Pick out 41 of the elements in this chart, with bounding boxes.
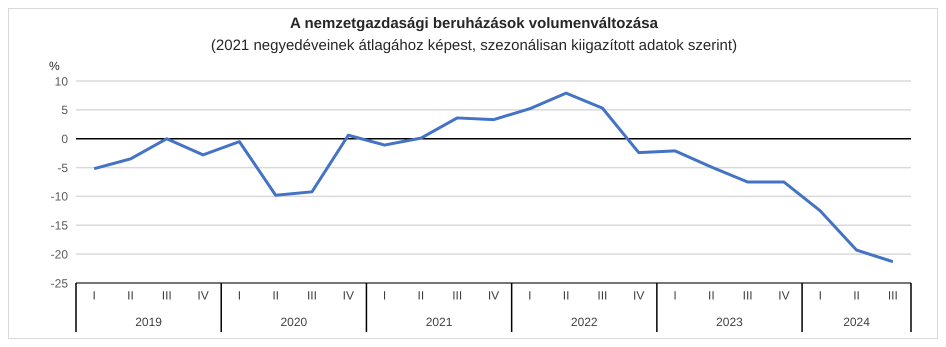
y-tick-label: 10 bbox=[54, 74, 68, 88]
x-tick-label: III bbox=[888, 288, 898, 303]
y-tick-label: -10 bbox=[50, 190, 68, 204]
text: 2024 bbox=[843, 315, 870, 329]
x-tick-label: II bbox=[418, 288, 424, 303]
x-tick-label: I bbox=[673, 288, 677, 303]
y-tick-label: -5 bbox=[57, 160, 68, 175]
x-tick-label: III bbox=[597, 288, 608, 303]
x-tick-label: I bbox=[382, 288, 386, 303]
text: 2023 bbox=[716, 315, 744, 329]
text: 2019 bbox=[135, 315, 162, 329]
x-tick-label: IV bbox=[488, 288, 500, 303]
x-tick-label: I bbox=[818, 288, 822, 303]
x-tick-label: IV bbox=[778, 288, 790, 303]
x-tick-label: III bbox=[452, 288, 462, 303]
y-tick-label: -15 bbox=[50, 218, 68, 233]
x-tick-label: II bbox=[708, 288, 715, 303]
y-axis-title: % bbox=[49, 59, 60, 73]
x-tick-label: I bbox=[238, 288, 242, 303]
text: 2022 bbox=[570, 315, 598, 329]
line-series bbox=[92, 92, 894, 264]
y-tick-label: 5 bbox=[61, 103, 68, 118]
y-tick-label: -20 bbox=[50, 247, 68, 262]
x-tick-label: IV bbox=[633, 288, 644, 303]
y-tick-label: 0 bbox=[61, 132, 68, 146]
x-tick-label: III bbox=[162, 288, 172, 303]
chart-subtitle: (2021 negyedéveinek átlagához képest, szezonálisan kiigazított adatok szerint) bbox=[210, 37, 738, 54]
y-tick-label: -25 bbox=[50, 276, 68, 290]
x-tick-label: II bbox=[272, 288, 280, 303]
x-tick-label: IV bbox=[342, 288, 354, 303]
x-tick-label: III bbox=[742, 288, 753, 303]
text: 2021 bbox=[426, 315, 453, 329]
x-tick-label: III bbox=[306, 288, 317, 303]
chart-title: A nemzetgazdasági beruházások volumenváltozása bbox=[289, 15, 659, 32]
x-tick-label: I bbox=[92, 288, 96, 303]
x-tick-label: II bbox=[562, 288, 570, 303]
x-tick-label: I bbox=[528, 288, 532, 303]
text: 2020 bbox=[280, 315, 308, 329]
x-tick-label: II bbox=[853, 288, 860, 303]
x-tick-label: II bbox=[127, 288, 134, 303]
x-tick-label: IV bbox=[197, 288, 209, 303]
